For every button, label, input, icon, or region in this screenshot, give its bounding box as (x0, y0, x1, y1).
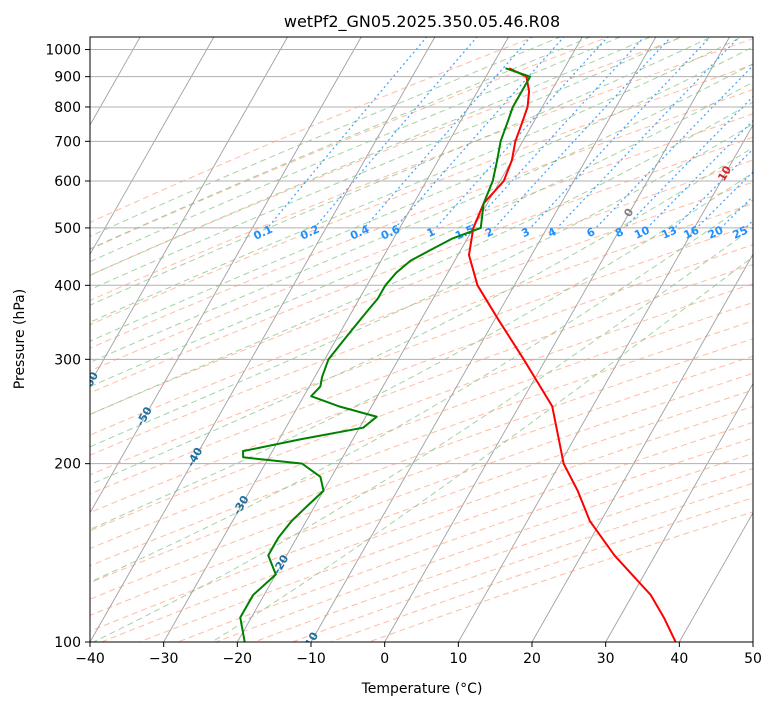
moist-adiabat-line (90, 37, 743, 323)
isotherm-line (90, 37, 288, 385)
isotherm-line (90, 37, 362, 514)
isotherm-label: -60 (80, 369, 101, 393)
x-tick-label: −40 (75, 651, 105, 667)
x-axis-label: Temperature (°C) (361, 681, 483, 697)
x-tick-label: 20 (523, 651, 541, 667)
dry-adiabat-line (90, 37, 610, 250)
y-tick-label: 800 (54, 100, 81, 116)
moist-adiabat-line (90, 37, 652, 276)
moist-adiabat-line (90, 37, 713, 306)
dry-adiabat-line (90, 372, 753, 616)
moist-adiabat-line (90, 101, 753, 416)
moist-adiabat-line (90, 37, 592, 250)
dry-adiabat-line (90, 181, 753, 436)
y-tick-label: 500 (54, 221, 81, 237)
y-tick-label: 1000 (45, 43, 81, 59)
y-axis-label: Pressure (hPa) (12, 289, 28, 389)
dry-adiabat-line (90, 283, 753, 532)
y-tick-label: 200 (54, 457, 81, 473)
moist-adiabat-line (90, 37, 562, 237)
dry-adiabat-line (90, 338, 753, 584)
dry-adiabats (90, 37, 753, 642)
isotherm-line (236, 37, 583, 642)
y-tick-label: 100 (54, 635, 81, 651)
dry-adiabat-line (90, 37, 685, 276)
dry-adiabat-line (90, 37, 536, 223)
mixing-ratio-label: 30 (751, 223, 771, 241)
x-tick-label: 40 (670, 651, 688, 667)
dry-adiabat-line (90, 159, 753, 415)
dry-adiabat-line (90, 136, 753, 394)
x-tick-label: 10 (449, 651, 467, 667)
isotherm-line (678, 511, 753, 642)
x-tick-label: −20 (223, 651, 253, 667)
y-tick-label: 700 (54, 134, 81, 150)
y-tick-label: 400 (54, 278, 81, 294)
chart-title: wetPf2_GN05.2025.350.05.46.R08 (284, 12, 560, 32)
y-axis-ticks: 100 200 300 400 500 600 700 800 900 1000 (45, 43, 90, 651)
mixing-ratio-label: 16 (682, 223, 702, 241)
moist-adiabat-line (90, 37, 682, 291)
moist-adiabat-line (90, 46, 753, 342)
x-axis-ticks: −40 −30 −20 −10 0 10 20 30 40 50 (75, 642, 762, 667)
skewed-isotherms (90, 37, 753, 642)
temperature-line (467, 67, 677, 642)
pressure-gridlines (90, 49, 753, 642)
dry-adiabat-line (90, 202, 753, 456)
isotherm-line (163, 37, 509, 642)
isotherm-line (384, 37, 730, 642)
x-tick-label: 50 (744, 651, 762, 667)
moist-adiabat-line (90, 146, 753, 486)
x-tick-label: 30 (597, 651, 615, 667)
mixing-ratio-label: 20 (706, 223, 726, 241)
mixing-ratio-label: 10 (632, 223, 652, 241)
mixing-ratio-label: 25 (730, 224, 749, 242)
moist-adiabat-line (93, 227, 753, 642)
isotherm-line (310, 37, 657, 642)
isotherm-line (90, 37, 215, 256)
x-tick-label: −10 (296, 651, 326, 667)
x-tick-label: −30 (149, 651, 179, 667)
isotherm-line (90, 37, 436, 642)
moist-adiabat-line (90, 37, 622, 263)
dry-adiabat-line (90, 113, 753, 372)
x-tick-label: 0 (380, 651, 389, 667)
y-tick-label: 600 (54, 174, 81, 190)
dry-adiabat-line (90, 244, 753, 495)
mixing-ratio-label: 13 (660, 224, 679, 242)
y-tick-label: 300 (54, 352, 81, 368)
plot-frame (89, 36, 754, 643)
isotherm-line (605, 382, 753, 642)
isotherm-line (457, 124, 753, 642)
moist-adiabat-line (90, 199, 753, 583)
dry-adiabat-line (90, 89, 753, 349)
y-tick-label: 900 (54, 70, 81, 86)
sounding-profiles (239, 67, 677, 642)
dry-adiabat-line (90, 301, 753, 550)
dewpoint-line (239, 67, 532, 642)
isotherm-line (531, 253, 753, 642)
